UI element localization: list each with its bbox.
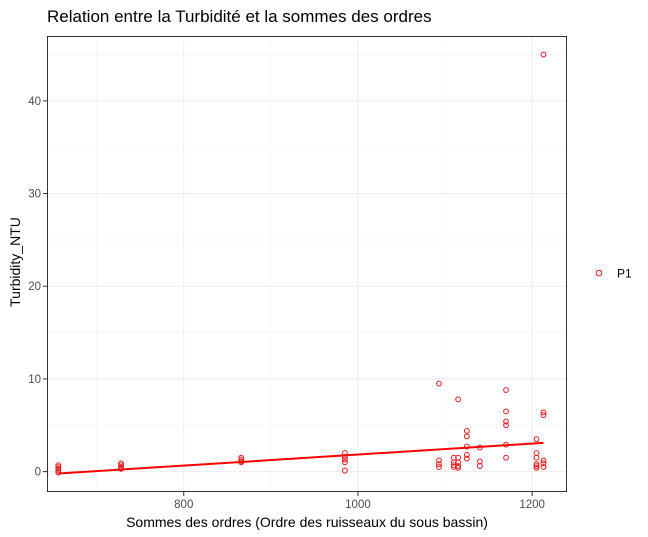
data-point xyxy=(341,456,348,463)
trend-line-group xyxy=(58,441,544,475)
data-point xyxy=(503,418,509,425)
data-point xyxy=(476,463,483,469)
data-point xyxy=(540,464,547,470)
data-point xyxy=(455,463,462,469)
trend-line xyxy=(58,441,544,475)
data-point xyxy=(540,412,547,418)
x-axis-ticks: 800 1000 1200 xyxy=(174,492,545,511)
data-point xyxy=(455,459,462,466)
data-point xyxy=(341,453,348,460)
data-point xyxy=(341,467,348,474)
data-point xyxy=(455,396,462,403)
y-axis-title: Turbidity_NTU xyxy=(7,217,23,307)
x-tick-label: 1200 xyxy=(519,499,545,511)
data-point xyxy=(503,454,509,461)
data-point xyxy=(436,380,442,387)
data-points xyxy=(55,51,547,476)
y-tick-label: 10 xyxy=(28,374,41,386)
data-point xyxy=(540,409,547,416)
plot-panel xyxy=(47,36,567,492)
data-point xyxy=(533,463,540,469)
data-point xyxy=(540,51,547,58)
data-point xyxy=(341,459,348,466)
data-point xyxy=(436,457,442,464)
data-point xyxy=(463,455,470,462)
data-point xyxy=(118,462,124,469)
data-point xyxy=(540,460,547,467)
data-point xyxy=(55,462,62,469)
data-point xyxy=(55,464,62,470)
data-point xyxy=(533,465,540,471)
legend-label-p1: P1 xyxy=(617,267,632,281)
data-point xyxy=(463,433,470,440)
legend: P1 xyxy=(595,267,632,281)
data-point xyxy=(55,465,62,472)
data-point xyxy=(503,408,509,415)
data-point xyxy=(455,465,462,471)
y-axis-ticks: 0 10 20 30 40 xyxy=(28,96,47,479)
y-tick-label: 40 xyxy=(28,96,41,108)
data-point xyxy=(463,427,470,434)
x-axis-title: Sommes des ordres (Ordre des ruisseaux d… xyxy=(126,514,488,530)
y-tick-label: 20 xyxy=(28,281,41,293)
data-point xyxy=(503,387,509,393)
data-point xyxy=(463,452,470,458)
y-tick-label: 30 xyxy=(28,189,41,201)
major-gridlines xyxy=(47,36,567,492)
data-point xyxy=(540,457,547,464)
chart-title: Relation entre la Turbidité et la sommes… xyxy=(47,7,432,26)
y-tick-label: 0 xyxy=(35,467,41,479)
x-tick-label: 800 xyxy=(174,499,193,511)
data-point xyxy=(533,454,540,461)
plot-border xyxy=(47,36,567,492)
data-point xyxy=(533,436,540,443)
minor-gridlines xyxy=(47,36,567,492)
data-point xyxy=(533,461,540,468)
data-point xyxy=(503,422,509,429)
data-point xyxy=(436,461,442,468)
legend-key-p1 xyxy=(595,269,603,277)
x-tick-label: 1000 xyxy=(345,499,371,511)
data-point xyxy=(436,464,442,470)
